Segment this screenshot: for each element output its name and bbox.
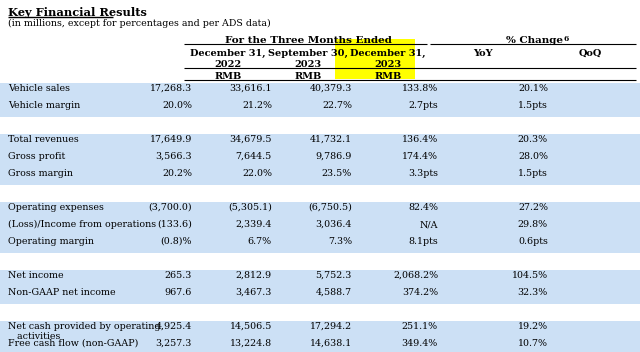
Text: 2,812.9: 2,812.9 — [236, 271, 272, 280]
Text: Total revenues: Total revenues — [8, 135, 79, 144]
Text: Net cash provided by operating
   activities: Net cash provided by operating activitie… — [8, 322, 161, 341]
Text: 0.6pts: 0.6pts — [518, 237, 548, 246]
Text: 374.2%: 374.2% — [402, 288, 438, 297]
Text: 6.7%: 6.7% — [248, 237, 272, 246]
Text: 8.1pts: 8.1pts — [408, 237, 438, 246]
Text: 14,506.5: 14,506.5 — [230, 322, 272, 331]
Text: 20.1%: 20.1% — [518, 84, 548, 93]
Text: RMB: RMB — [374, 72, 402, 81]
Text: 3.3pts: 3.3pts — [408, 169, 438, 178]
Text: 3,566.3: 3,566.3 — [156, 152, 192, 161]
FancyBboxPatch shape — [0, 321, 640, 352]
Text: Net income: Net income — [8, 271, 63, 280]
Text: (0.8)%: (0.8)% — [161, 237, 192, 246]
Text: 104.5%: 104.5% — [512, 271, 548, 280]
Text: 20.2%: 20.2% — [162, 169, 192, 178]
FancyBboxPatch shape — [335, 39, 415, 65]
Text: 40,379.3: 40,379.3 — [310, 84, 352, 93]
Text: 265.3: 265.3 — [164, 271, 192, 280]
Text: 349.4%: 349.4% — [402, 339, 438, 348]
Text: 20.3%: 20.3% — [518, 135, 548, 144]
Text: 2,068.2%: 2,068.2% — [393, 271, 438, 280]
Text: 1.5pts: 1.5pts — [518, 101, 548, 110]
Text: Vehicle margin: Vehicle margin — [8, 101, 80, 110]
Text: Gross profit: Gross profit — [8, 152, 65, 161]
Text: 6: 6 — [563, 35, 569, 43]
Text: 9,786.9: 9,786.9 — [316, 152, 352, 161]
Text: 174.4%: 174.4% — [402, 152, 438, 161]
FancyBboxPatch shape — [0, 168, 640, 185]
Text: 21.2%: 21.2% — [242, 101, 272, 110]
Text: 3,257.3: 3,257.3 — [156, 339, 192, 348]
Text: (5,305.1): (5,305.1) — [228, 203, 272, 212]
Text: (Loss)/Income from operations: (Loss)/Income from operations — [8, 220, 156, 229]
FancyBboxPatch shape — [335, 63, 415, 79]
Text: (in millions, except for percentages and per ADS data): (in millions, except for percentages and… — [8, 19, 271, 28]
Text: 82.4%: 82.4% — [408, 203, 438, 212]
Text: Key Financial Results: Key Financial Results — [8, 7, 147, 18]
Text: RMB: RMB — [214, 72, 242, 81]
Text: For the Three Months Ended: For the Three Months Ended — [225, 36, 392, 45]
Text: 2,339.4: 2,339.4 — [236, 220, 272, 229]
Text: 2.7pts: 2.7pts — [408, 101, 438, 110]
Text: 4,925.4: 4,925.4 — [156, 322, 192, 331]
Text: 22.0%: 22.0% — [242, 169, 272, 178]
FancyBboxPatch shape — [0, 270, 640, 287]
FancyBboxPatch shape — [0, 134, 640, 151]
Text: Vehicle sales: Vehicle sales — [8, 84, 70, 93]
FancyBboxPatch shape — [0, 151, 640, 168]
FancyBboxPatch shape — [0, 219, 640, 236]
FancyBboxPatch shape — [0, 202, 640, 219]
FancyBboxPatch shape — [0, 287, 640, 304]
FancyBboxPatch shape — [0, 236, 640, 253]
Text: 13,224.8: 13,224.8 — [230, 339, 272, 348]
Text: Operating margin: Operating margin — [8, 237, 94, 246]
Text: September 30,
2023: September 30, 2023 — [268, 49, 348, 69]
Text: 33,616.1: 33,616.1 — [230, 84, 272, 93]
Text: 4,588.7: 4,588.7 — [316, 288, 352, 297]
Text: 967.6: 967.6 — [164, 288, 192, 297]
Text: YoY: YoY — [473, 49, 493, 58]
FancyBboxPatch shape — [0, 83, 640, 100]
Text: 41,732.1: 41,732.1 — [310, 135, 352, 144]
Text: (3,700.0): (3,700.0) — [148, 203, 192, 212]
Text: 17,268.3: 17,268.3 — [150, 84, 192, 93]
Text: 3,467.3: 3,467.3 — [236, 288, 272, 297]
Text: 29.8%: 29.8% — [518, 220, 548, 229]
Text: 5,752.3: 5,752.3 — [316, 271, 352, 280]
FancyBboxPatch shape — [0, 100, 640, 117]
Text: 17,649.9: 17,649.9 — [150, 135, 192, 144]
Text: 28.0%: 28.0% — [518, 152, 548, 161]
Text: 32.3%: 32.3% — [518, 288, 548, 297]
Text: 19.2%: 19.2% — [518, 322, 548, 331]
Text: 133.8%: 133.8% — [402, 84, 438, 93]
Text: 1.5pts: 1.5pts — [518, 169, 548, 178]
Text: 17,294.2: 17,294.2 — [310, 322, 352, 331]
Text: Free cash flow (non-GAAP): Free cash flow (non-GAAP) — [8, 339, 138, 348]
Text: 7.3%: 7.3% — [328, 237, 352, 246]
Text: December 31,
2022: December 31, 2022 — [190, 49, 266, 69]
Text: December 31,
2023: December 31, 2023 — [350, 49, 426, 69]
Text: (133.6): (133.6) — [157, 220, 192, 229]
Text: QoQ: QoQ — [579, 49, 602, 58]
Text: 14,638.1: 14,638.1 — [310, 339, 352, 348]
Text: Operating expenses: Operating expenses — [8, 203, 104, 212]
Text: 34,679.5: 34,679.5 — [230, 135, 272, 144]
Text: 23.5%: 23.5% — [322, 169, 352, 178]
Text: 136.4%: 136.4% — [402, 135, 438, 144]
Text: 22.7%: 22.7% — [322, 101, 352, 110]
Text: RMB: RMB — [294, 72, 322, 81]
Text: % Change: % Change — [506, 36, 563, 45]
Text: 3,036.4: 3,036.4 — [316, 220, 352, 229]
Text: (6,750.5): (6,750.5) — [308, 203, 352, 212]
Text: Non-GAAP net income: Non-GAAP net income — [8, 288, 116, 297]
Text: 10.7%: 10.7% — [518, 339, 548, 348]
Text: 7,644.5: 7,644.5 — [236, 152, 272, 161]
Text: 20.0%: 20.0% — [162, 101, 192, 110]
Text: 251.1%: 251.1% — [402, 322, 438, 331]
Text: 27.2%: 27.2% — [518, 203, 548, 212]
Text: N/A: N/A — [419, 220, 438, 229]
Text: Gross margin: Gross margin — [8, 169, 73, 178]
FancyBboxPatch shape — [0, 338, 640, 352]
